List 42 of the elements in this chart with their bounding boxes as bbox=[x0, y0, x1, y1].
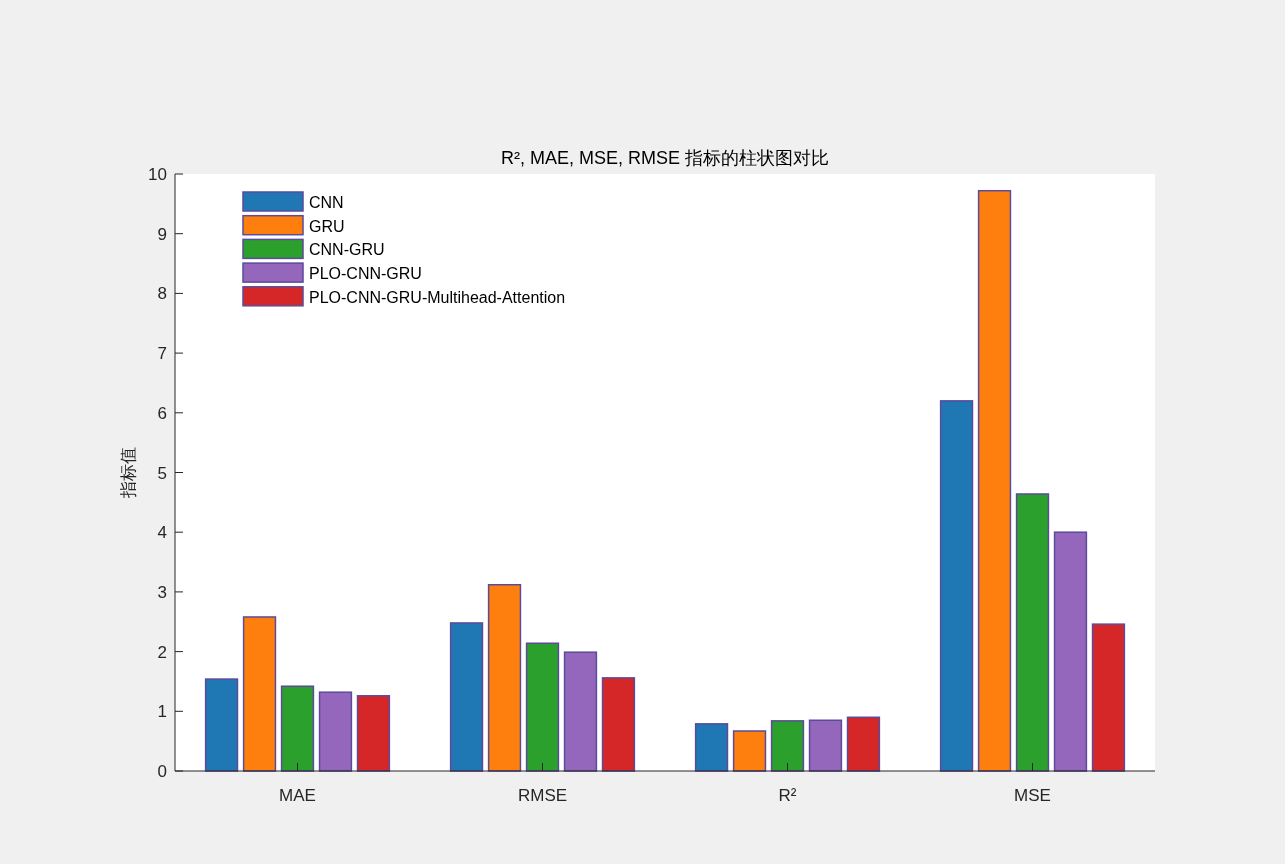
bar bbox=[939, 400, 974, 772]
y-tick-label: 8 bbox=[157, 284, 167, 304]
bar bbox=[356, 695, 391, 772]
bar bbox=[487, 583, 522, 772]
bar bbox=[770, 720, 805, 772]
y-axis-title: 指标值 bbox=[119, 447, 138, 499]
bar bbox=[846, 716, 881, 772]
y-tick-label: 2 bbox=[157, 642, 167, 662]
bar bbox=[280, 685, 315, 772]
y-tick-label: 3 bbox=[157, 582, 167, 602]
legend-label: CNN-GRU bbox=[309, 241, 385, 259]
bar bbox=[808, 719, 843, 772]
bar bbox=[242, 616, 277, 772]
y-tick-label: 1 bbox=[157, 702, 167, 722]
bar bbox=[694, 723, 729, 772]
bar bbox=[318, 691, 353, 772]
y-tick-label: 4 bbox=[157, 523, 167, 543]
bar bbox=[525, 642, 560, 772]
legend-label: CNN bbox=[309, 194, 344, 211]
bar bbox=[1053, 531, 1088, 772]
bar bbox=[601, 677, 636, 772]
bar bbox=[1015, 493, 1050, 772]
bar bbox=[449, 622, 484, 772]
bar bbox=[1091, 623, 1126, 772]
x-tick-label: MSE bbox=[1014, 786, 1051, 805]
x-tick-label: R² bbox=[778, 786, 797, 805]
bar bbox=[977, 189, 1012, 772]
y-tick-label: 10 bbox=[148, 165, 167, 184]
legend-label: PLO-CNN-GRU-Multihead-Attention bbox=[309, 288, 566, 306]
bar bbox=[732, 730, 767, 772]
bar bbox=[204, 678, 239, 772]
y-tick-label: 9 bbox=[157, 224, 167, 244]
bar bbox=[563, 651, 598, 772]
legend-label: PLO-CNN-GRU bbox=[309, 265, 422, 283]
y-tick-label: 6 bbox=[157, 403, 167, 423]
chart-title: R², MAE, MSE, RMSE 指标的柱状图对比 bbox=[500, 148, 830, 168]
y-tick-label: 7 bbox=[157, 344, 167, 364]
x-tick-label: RMSE bbox=[517, 786, 568, 805]
x-tick-label: MAE bbox=[279, 786, 316, 805]
y-tick-label: 5 bbox=[157, 463, 167, 483]
legend-label: GRU bbox=[309, 217, 345, 235]
y-tick-label: 0 bbox=[157, 762, 167, 781]
